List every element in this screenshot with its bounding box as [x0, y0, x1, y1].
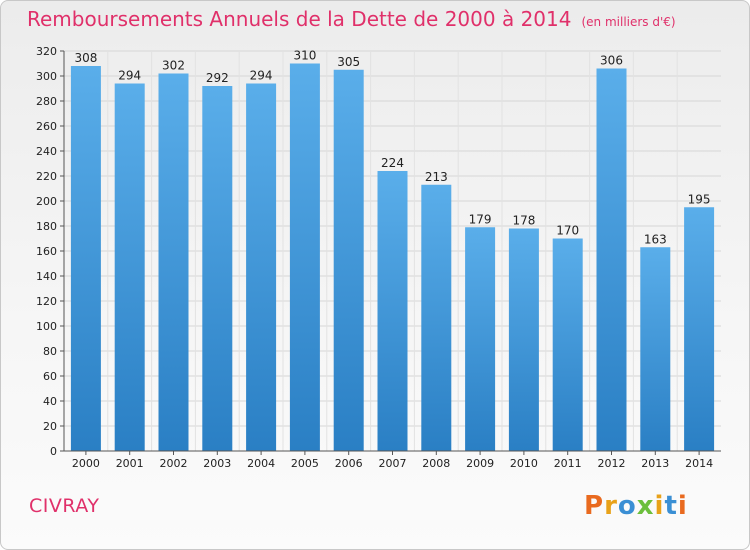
x-tick-label: 2009: [466, 457, 494, 470]
chart-title-main: Remboursements Annuels de la Dette de 20…: [27, 7, 572, 31]
y-tick-label: 180: [36, 220, 57, 233]
chart-title: Remboursements Annuels de la Dette de 20…: [27, 7, 676, 31]
y-tick-label: 100: [36, 320, 57, 333]
proxiti-logo: Proxiti: [584, 491, 688, 521]
location-label: CIVRAY: [29, 495, 100, 517]
bar-value-label: 294: [250, 69, 273, 83]
y-tick-label: 40: [43, 395, 57, 408]
x-tick-label: 2001: [116, 457, 144, 470]
x-tick-label: 2008: [422, 457, 450, 470]
chart-title-unit: (en milliers d'€): [581, 15, 676, 29]
bar-value-label: 310: [293, 49, 316, 63]
y-tick-label: 140: [36, 270, 57, 283]
y-tick-label: 60: [43, 370, 57, 383]
bar: [508, 228, 539, 451]
y-tick-label: 0: [50, 445, 57, 458]
bar: [70, 66, 101, 451]
y-tick-label: 120: [36, 295, 57, 308]
logo-letter: i: [677, 491, 688, 521]
x-tick-label: 2003: [203, 457, 231, 470]
bar: [114, 83, 145, 451]
x-tick-label: 2010: [510, 457, 538, 470]
bar: [333, 69, 364, 451]
bar: [202, 86, 233, 451]
y-tick-label: 160: [36, 245, 57, 258]
bar: [377, 171, 408, 451]
y-tick-label: 280: [36, 95, 57, 108]
x-tick-label: 2012: [598, 457, 626, 470]
bar-value-label: 163: [644, 232, 667, 246]
bar: [158, 73, 189, 451]
bar: [246, 83, 277, 451]
bar-value-label: 213: [425, 170, 448, 184]
bar-value-label: 294: [118, 69, 141, 83]
bar: [640, 247, 671, 451]
bar: [421, 184, 452, 451]
logo-letter: o: [617, 491, 637, 521]
bar-value-label: 224: [381, 156, 404, 170]
y-tick-label: 240: [36, 145, 57, 158]
y-tick-label: 320: [36, 45, 57, 58]
bar-value-label: 170: [556, 224, 579, 238]
x-tick-label: 2004: [247, 457, 275, 470]
bar-value-label: 306: [600, 54, 623, 68]
x-tick-label: 2013: [641, 457, 669, 470]
bar-value-label: 178: [512, 214, 535, 228]
bar: [465, 227, 496, 451]
x-tick-label: 2011: [554, 457, 582, 470]
x-tick-label: 2002: [160, 457, 188, 470]
bars: [70, 63, 715, 451]
y-tick-label: 300: [36, 70, 57, 83]
y-tick-label: 260: [36, 120, 57, 133]
x-tick-label: 2014: [685, 457, 713, 470]
logo-letter: r: [604, 491, 618, 521]
bar: [289, 63, 320, 451]
logo-letter: x: [636, 491, 655, 521]
y-tick-label: 220: [36, 170, 57, 183]
logo-letter: P: [584, 491, 605, 521]
data-labels: 308 294 302 292 294 310 305 224 213 179 178 170 306 1…: [74, 49, 710, 247]
bar-value-label: 305: [337, 55, 360, 69]
x-tick-label: 2000: [72, 457, 100, 470]
bar-value-label: 292: [206, 71, 229, 85]
logo-letter: i: [654, 491, 665, 521]
bar: [684, 207, 715, 451]
bar: [552, 238, 583, 451]
bar-value-label: 179: [469, 212, 492, 226]
bar-value-label: 195: [688, 192, 711, 206]
x-tick-label: 2006: [335, 457, 363, 470]
axes: 0 20 40 60 80 100 120 140 160 180 200 220 240 260 280 3…: [36, 45, 721, 470]
y-tick-label: 80: [43, 345, 57, 358]
x-tick-label: 2007: [379, 457, 407, 470]
bar: [596, 68, 627, 451]
x-tick-label: 2005: [291, 457, 319, 470]
logo-letter: t: [664, 491, 678, 521]
y-tick-label: 20: [43, 420, 57, 433]
bar-value-label: 302: [162, 59, 185, 73]
bar-value-label: 308: [74, 51, 97, 65]
y-tick-label: 200: [36, 195, 57, 208]
